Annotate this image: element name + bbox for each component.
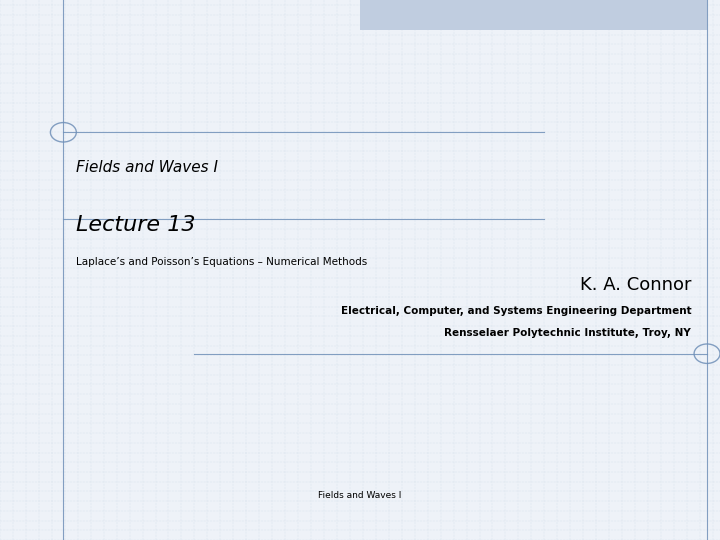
Text: Fields and Waves I: Fields and Waves I (76, 160, 217, 176)
Text: K. A. Connor: K. A. Connor (580, 276, 691, 294)
Text: Fields and Waves I: Fields and Waves I (318, 490, 402, 500)
Text: Laplace’s and Poisson’s Equations – Numerical Methods: Laplace’s and Poisson’s Equations – Nume… (76, 257, 367, 267)
Text: Lecture 13: Lecture 13 (76, 215, 195, 235)
Bar (360, 0, 707, 30)
Text: Rensselaer Polytechnic Institute, Troy, NY: Rensselaer Polytechnic Institute, Troy, … (444, 327, 691, 338)
Text: Electrical, Computer, and Systems Engineering Department: Electrical, Computer, and Systems Engine… (341, 306, 691, 316)
